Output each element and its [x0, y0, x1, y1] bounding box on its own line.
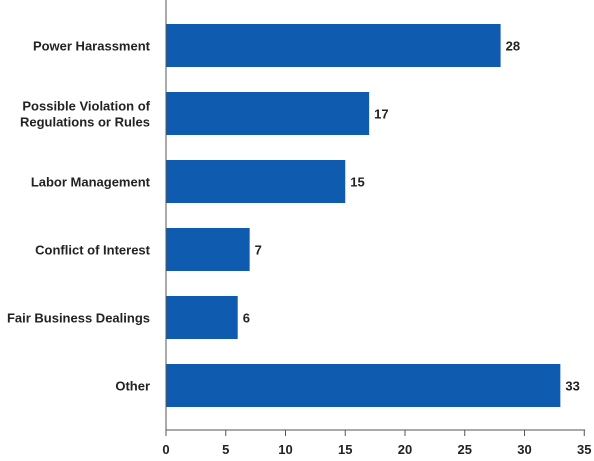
- category-label-5-line-0: Other: [115, 379, 150, 394]
- value-label-2: 15: [350, 175, 364, 190]
- category-label-2: Labor Management: [31, 175, 151, 190]
- bar-4: [166, 296, 238, 339]
- value-label-4: 6: [243, 311, 250, 326]
- tick-label-4: 20: [398, 442, 412, 457]
- category-label-3: Conflict of Interest: [35, 243, 151, 258]
- value-labels-group: 28 17 15 7 6 33: [243, 39, 580, 394]
- category-label-4-line-0: Fair Business Dealings: [7, 311, 150, 326]
- category-label-1-line-1: Regulations or Rules: [20, 115, 150, 130]
- bar-5: [166, 364, 561, 407]
- value-label-0: 28: [506, 39, 520, 54]
- category-label-4: Fair Business Dealings: [7, 311, 150, 326]
- value-label-5: 33: [565, 379, 579, 394]
- bar-3: [166, 228, 250, 271]
- tick-label-0: 0: [162, 442, 169, 457]
- bar-0: [166, 24, 501, 67]
- tick-label-1: 5: [222, 442, 229, 457]
- tick-label-3: 15: [338, 442, 352, 457]
- bar-2: [166, 160, 346, 203]
- tick-label-5: 25: [458, 442, 472, 457]
- category-label-2-line-0: Labor Management: [31, 175, 151, 190]
- category-label-5: Other: [115, 379, 150, 394]
- tick-label-6: 30: [517, 442, 531, 457]
- category-label-3-line-0: Conflict of Interest: [35, 243, 151, 258]
- category-label-1: Possible Violation of Regulations or Rule…: [20, 99, 151, 130]
- category-labels-group: Power Harassment Possible Violation of Reg…: [7, 39, 151, 394]
- bar-1: [166, 92, 370, 135]
- category-label-0-line-0: Power Harassment: [33, 39, 151, 54]
- category-label-0: Power Harassment: [33, 39, 151, 54]
- category-label-1-line-0: Possible Violation of: [22, 99, 150, 114]
- bars-group: [166, 24, 561, 407]
- value-label-3: 7: [255, 243, 262, 258]
- x-axis-ticks: 0 5 10 15 20 25 30 35: [162, 430, 591, 457]
- tick-label-7: 35: [577, 442, 591, 457]
- value-label-1: 17: [374, 107, 388, 122]
- tick-label-2: 10: [278, 442, 292, 457]
